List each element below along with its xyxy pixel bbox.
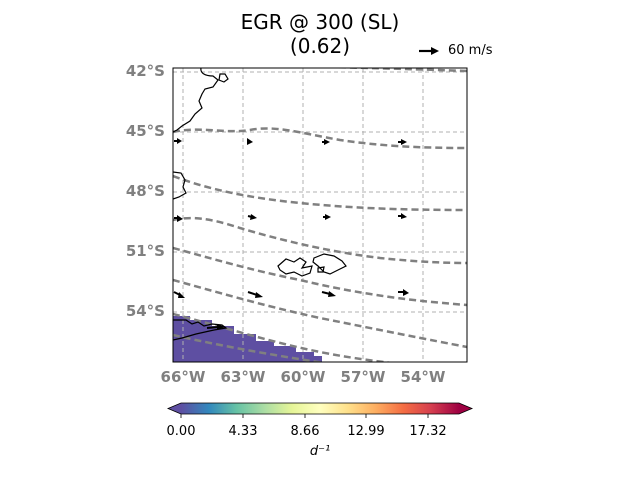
colorbar-tick-marks (180, 414, 429, 418)
coastline-valdes (218, 73, 229, 83)
reference-arrow-label: 60 m/s (448, 43, 493, 58)
colorbar-tick-label: 12.99 (347, 424, 385, 439)
colorbar-outline (166, 402, 474, 415)
lon-tick-label: 66°W (160, 368, 206, 386)
colorbar-extend-low (168, 403, 181, 414)
lat-tick-label: 51°S (125, 242, 165, 260)
figure-subtitle: (0.62) (289, 34, 351, 58)
lat-tick-label: 45°S (125, 122, 165, 140)
coastline-falklands-islet (317, 266, 325, 273)
reference-arrow (419, 47, 439, 55)
coastline-falklands-west (277, 257, 313, 277)
coastline-falklands-east (312, 253, 347, 275)
colorbar-unit-label: d⁻¹ (309, 444, 331, 459)
coastline-patagonia (173, 68, 219, 133)
colorbar-tick-label: 4.33 (228, 424, 258, 439)
lat-tick-label: 48°S (125, 182, 165, 200)
lon-tick-label: 57°W (340, 368, 386, 386)
coastline-gulf (173, 171, 187, 200)
colorbar-tick-label: 0.00 (166, 424, 196, 439)
figure-title: EGR @ 300 (SL) (240, 10, 400, 34)
colorbar-tick-label: 8.66 (290, 424, 320, 439)
lon-tick-label: 54°W (400, 368, 446, 386)
map-panel (173, 68, 467, 362)
contour-lines (173, 68, 467, 362)
colorbar-bar (181, 403, 459, 414)
lat-tick-label: 42°S (125, 62, 165, 80)
lon-tick-label: 63°W (220, 368, 266, 386)
coastlines (173, 68, 347, 341)
lat-tick-label: 54°S (125, 302, 165, 320)
colorbar (166, 402, 474, 418)
colorbar-extend-high (459, 403, 472, 414)
gridlines (173, 68, 467, 362)
colorbar-tick-label: 17.32 (409, 424, 447, 439)
wind-vectors (173, 138, 409, 330)
map-frame (172, 67, 468, 363)
lon-tick-label: 60°W (280, 368, 326, 386)
